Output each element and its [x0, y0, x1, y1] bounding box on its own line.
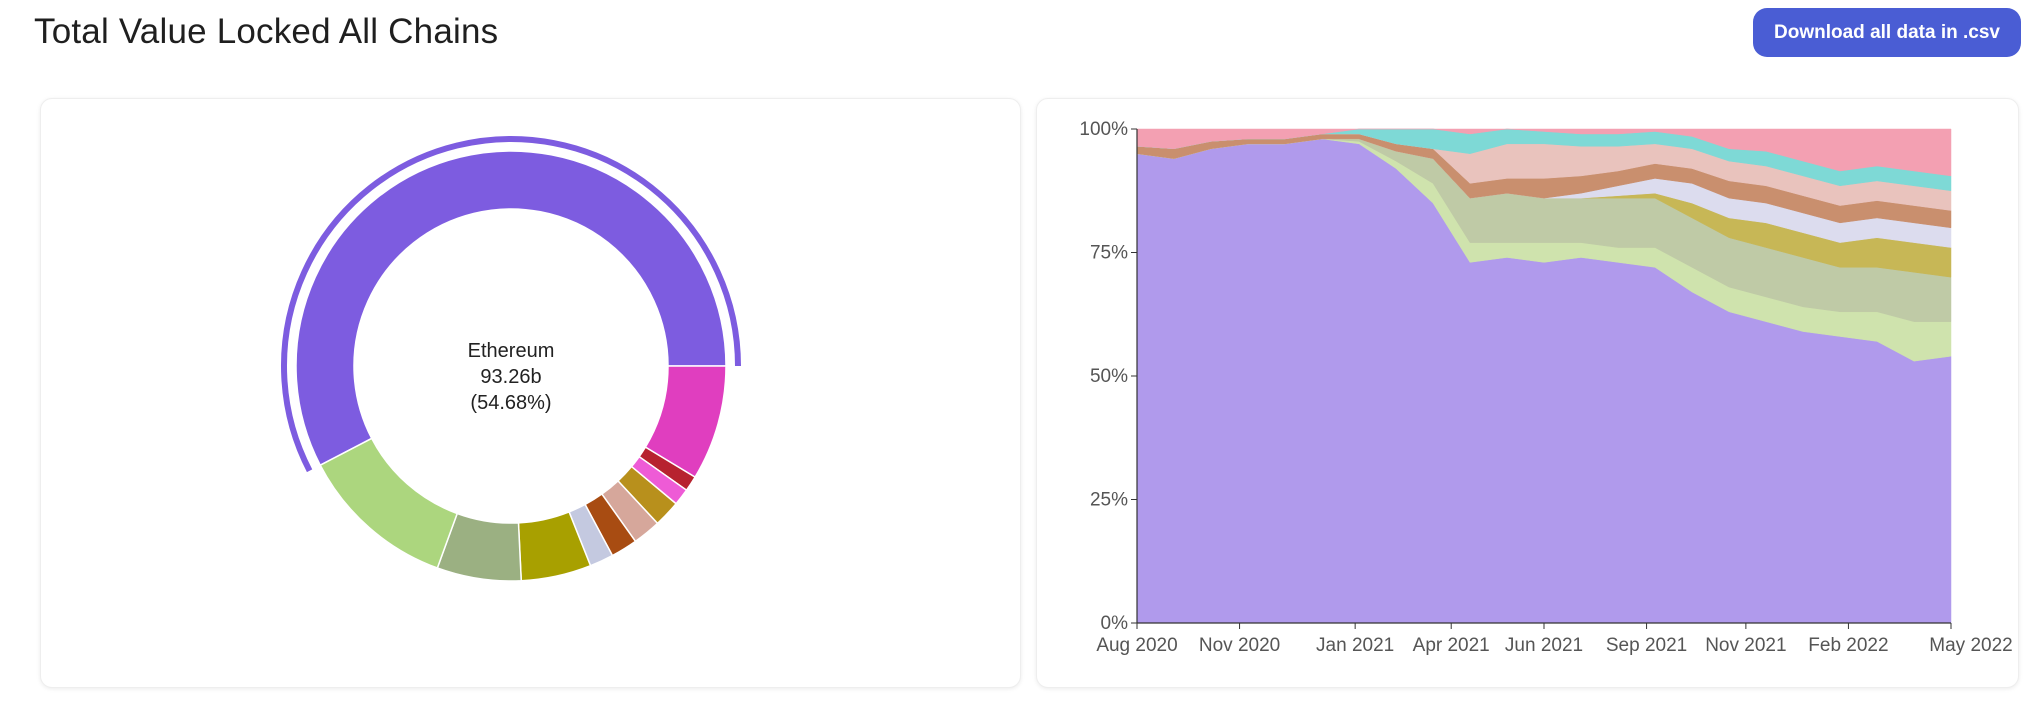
y-tick-label: 100% [1079, 119, 1128, 140]
area-chart: 0% 25% 50% 75% 100% Aug 2020 Nov 2020 Jan 2021 A… [1079, 119, 2012, 656]
y-tick-label: 0% [1101, 613, 1129, 634]
donut-center-name: Ethereum [468, 340, 555, 362]
x-tick-label: Sep 2021 [1606, 635, 1687, 656]
x-tick-label: Aug 2020 [1096, 635, 1177, 656]
x-tick-label: Feb 2022 [1808, 635, 1888, 656]
x-tick-label: Jan 2021 [1316, 635, 1394, 656]
x-tick-label: Jun 2021 [1505, 635, 1583, 656]
download-csv-button[interactable]: Download all data in .csv [1753, 8, 2021, 57]
donut-slice[interactable] [319, 437, 459, 569]
area-chart-card: 0% 25% 50% 75% 100% Aug 2020 Nov 2020 Jan 2021 A… [1036, 98, 2019, 688]
donut-chart: Ethereum 93.26b (54.68%) [281, 136, 741, 582]
donut-slice[interactable] [295, 150, 727, 467]
x-tick-label: May 2022 [1929, 635, 2012, 656]
page-title: Total Value Locked All Chains [34, 12, 499, 51]
donut-chart-card: Ethereum 93.26b (54.68%) [40, 98, 1021, 688]
donut-center-percent: (54.68%) [470, 392, 551, 414]
area-series[interactable] [1136, 128, 1952, 177]
y-tick-label: 75% [1090, 243, 1128, 264]
x-tick-label: Apr 2021 [1413, 635, 1490, 656]
y-tick-label: 50% [1090, 366, 1128, 387]
x-tick-label: Nov 2020 [1199, 635, 1280, 656]
donut-highlight-ring [281, 136, 741, 473]
donut-center-value: 93.26b [480, 366, 541, 388]
y-tick-label: 25% [1090, 490, 1128, 511]
x-tick-label: Nov 2021 [1705, 635, 1786, 656]
